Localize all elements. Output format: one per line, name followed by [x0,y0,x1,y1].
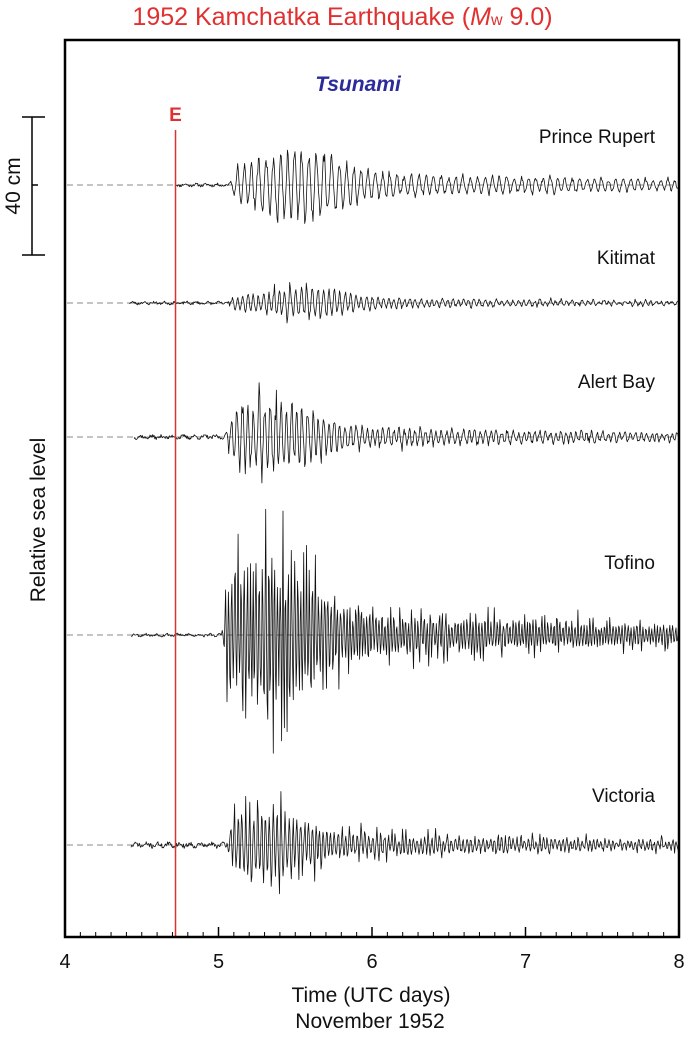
station-label: Prince Rupert [539,127,656,148]
station-label: Tofino [604,553,655,574]
date-caption: November 1952 [295,1010,445,1033]
x-tick-label: 4 [59,951,70,973]
tsunami-annotation: Tsunami [315,73,402,96]
trace-kitimat [129,281,679,324]
chart-title: 1952 Kamchatka Earthquake (Mw 9.0) [0,0,685,38]
title-suffix: 9.0) [502,3,553,31]
traces [67,149,680,895]
trace-prince-rupert [175,149,679,224]
title-mw-w: w [490,12,503,29]
trace-tofino [130,508,680,754]
x-tick-label: 8 [673,951,684,973]
x-axis: 4 5 6 7 8 [59,927,685,973]
scale-bar: 40 cm [2,116,45,256]
trace-victoria [130,791,679,895]
event-marker-label: E [169,105,182,126]
station-label: Alert Bay [578,372,656,393]
plot-frame [63,38,681,939]
y-axis-label: Relative sea level [27,438,50,603]
x-tick-label: 5 [213,951,224,973]
title-prefix: 1952 Kamchatka Earthquake ( [132,3,471,31]
title-mw-m: M [470,3,491,31]
x-axis-label: Time (UTC days) [291,984,450,1007]
title-mw: Mw [470,3,502,31]
station-labels: Prince Rupert Kitimat Alert Bay Tofino Victo… [539,127,656,807]
station-label: Kitimat [597,248,656,269]
x-tick-label: 7 [520,951,531,973]
scale-bar-label: 40 cm [2,157,25,214]
station-label: Victoria [592,786,655,807]
trace-alert-bay [133,382,679,484]
x-tick-label: 6 [366,951,377,973]
